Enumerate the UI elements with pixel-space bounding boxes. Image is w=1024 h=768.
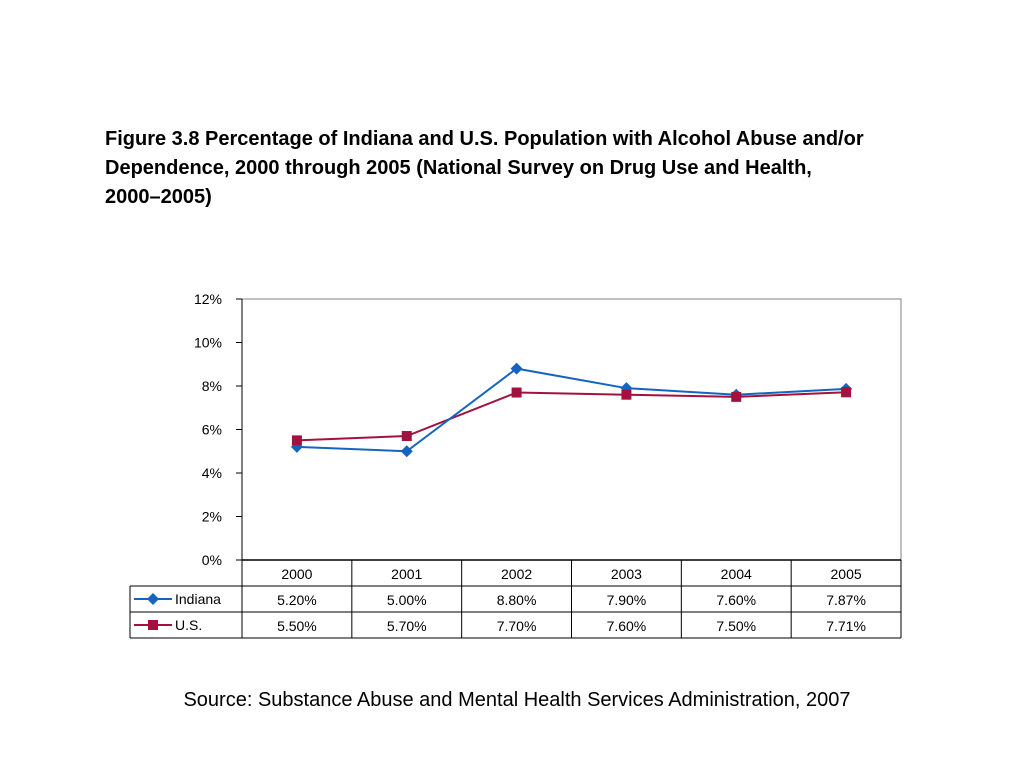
x-tick-label: 2005 (831, 566, 862, 582)
legend-label: U.S. (175, 617, 202, 633)
y-tick-label: 10% (194, 335, 222, 351)
x-tick-label: 2002 (501, 566, 532, 582)
y-tick-label: 8% (202, 378, 222, 394)
plot-border (241, 298, 902, 561)
data-point (401, 431, 412, 442)
series-line (296, 367, 847, 453)
series-line (296, 391, 847, 442)
plot-area (241, 298, 902, 561)
data-point (841, 387, 852, 398)
source-note: Source: Substance Abuse and Mental Healt… (183, 689, 851, 711)
y-tick-label: 2% (202, 509, 222, 525)
data-label: 7.60% (716, 592, 756, 608)
data-point (621, 389, 632, 400)
y-axis: 0% 2% 4% 6% 8% 10% 12% (194, 291, 243, 568)
x-tick-label: 2001 (391, 566, 422, 582)
data-point (510, 362, 523, 375)
data-point (291, 435, 302, 446)
legend-marker (148, 620, 158, 630)
data-label: 5.00% (387, 592, 427, 608)
x-tick-label: 2003 (611, 566, 642, 582)
y-tick-label: 6% (202, 422, 222, 438)
data-point (731, 391, 742, 402)
data-label: 5.20% (277, 592, 317, 608)
data-point (511, 387, 522, 398)
y-tick-label: 4% (202, 465, 222, 481)
x-tick-label: 2004 (721, 566, 752, 582)
data-label: 5.70% (387, 618, 427, 634)
data-label: 8.80% (497, 592, 537, 608)
data-label: 5.50% (277, 618, 317, 634)
x-tick-label: 2000 (281, 566, 312, 582)
data-label: 7.90% (607, 592, 647, 608)
y-tick-label: 0% (202, 552, 222, 568)
legend-label: Indiana (175, 591, 221, 607)
data-label: 7.60% (607, 618, 647, 634)
data-label: 7.70% (497, 618, 537, 634)
data-point (400, 445, 413, 458)
data-label: 7.50% (716, 618, 756, 634)
data-label: 7.87% (826, 592, 866, 608)
chart-title: Figure 3.8 Percentage of Indiana and U.S… (105, 128, 864, 208)
legend-marker (147, 593, 159, 605)
data-label: 7.71% (826, 618, 866, 634)
series-layer (290, 362, 853, 458)
data-table: 2000 2001 2002 2003 2004 2005 Indiana 5.20% 5.00… (129, 559, 902, 639)
y-tick-label: 12% (194, 291, 222, 307)
